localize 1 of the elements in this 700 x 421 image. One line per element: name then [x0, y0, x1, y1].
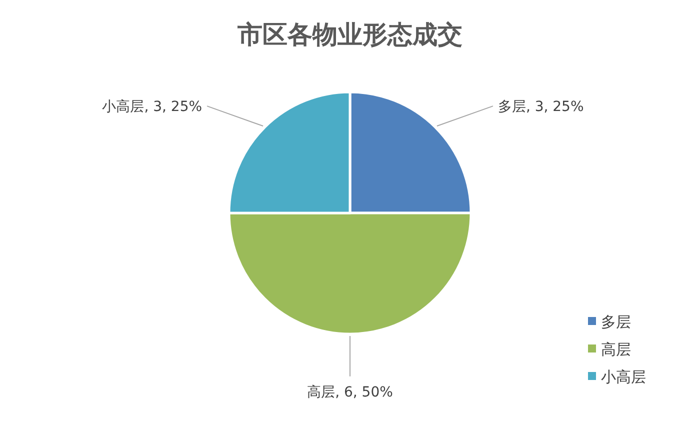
title: 市区各物业形态成交: [238, 20, 462, 49]
